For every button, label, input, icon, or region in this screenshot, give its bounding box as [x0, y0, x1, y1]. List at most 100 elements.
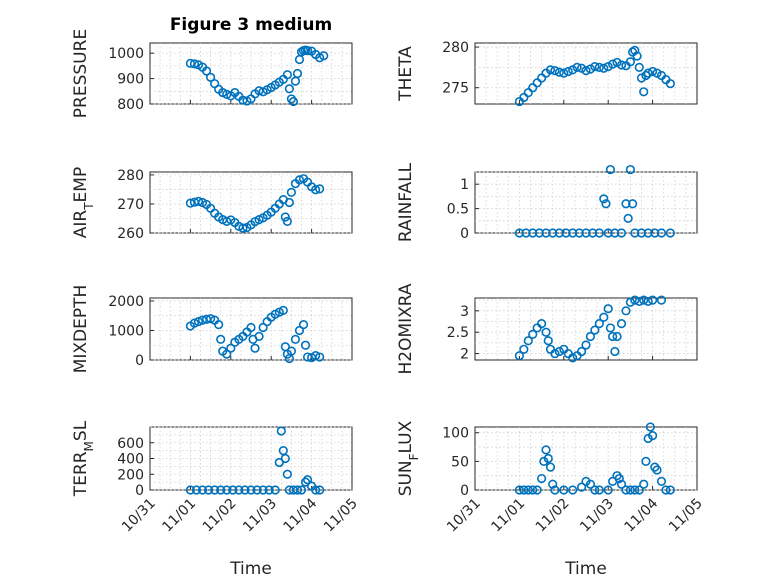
data-series: [514, 45, 675, 107]
data-point: [612, 57, 622, 68]
data-point: [643, 228, 653, 238]
data-point: [252, 485, 262, 495]
data-point: [284, 197, 294, 208]
x-tick-label: 10/31: [444, 496, 484, 536]
y-axis-label: H2OMIXRA: [396, 283, 416, 374]
y-tick-label: 0: [460, 226, 469, 242]
y-tick-label: 2.5: [447, 325, 469, 341]
data-point: [599, 312, 609, 322]
data-point: [292, 485, 303, 495]
data-series: [185, 174, 325, 233]
data-point: [647, 295, 658, 305]
data-point: [528, 485, 538, 495]
y-tick-label: 1000: [108, 323, 144, 339]
data-point: [614, 473, 624, 484]
data-point: [250, 343, 260, 353]
data-point: [594, 228, 604, 238]
data-point: [647, 66, 658, 77]
data-point: [568, 353, 578, 363]
data-point: [514, 485, 525, 495]
data-point: [623, 213, 633, 223]
data-point: [630, 485, 640, 495]
y-tick-label: 270: [117, 197, 144, 213]
y-tick-label: 0: [135, 353, 144, 369]
data-point: [254, 331, 264, 341]
data-point: [311, 185, 321, 195]
figure-title: Figure 3 medium: [170, 15, 332, 35]
data-point: [581, 340, 591, 350]
data-series: [514, 164, 675, 238]
data-point: [585, 64, 596, 74]
data-point: [594, 62, 604, 73]
data-point: [203, 485, 214, 495]
data-point: [270, 485, 280, 495]
x-tick-label: 11/01: [488, 496, 528, 536]
data-point: [302, 475, 313, 485]
x-tick-label: 11/04: [281, 495, 321, 535]
data-point: [238, 223, 248, 233]
y-tick-label: 0: [135, 483, 144, 499]
x-tick-label: 11/04: [622, 495, 662, 535]
data-point: [523, 485, 533, 495]
data-point: [634, 485, 644, 495]
data-point: [193, 317, 204, 327]
y-tick-label: 200: [117, 467, 144, 483]
data-point: [514, 351, 525, 361]
data-point: [599, 63, 609, 73]
data-point: [594, 485, 604, 495]
data-point: [625, 57, 636, 67]
y-tick-label: 800: [117, 97, 144, 113]
data-point: [216, 334, 226, 344]
y-tick-label: 1000: [108, 46, 144, 62]
data-point: [559, 68, 569, 78]
data-point: [554, 67, 564, 77]
data-point: [603, 61, 613, 72]
data-point: [319, 51, 329, 61]
data-series: [185, 426, 325, 495]
data-point: [189, 318, 200, 328]
data-point: [639, 295, 649, 305]
data-point: [601, 199, 611, 209]
data-point: [588, 228, 598, 238]
data-point: [585, 331, 596, 342]
data-point: [636, 228, 647, 238]
subplot-pressure: 800 900 1000 PRESSURE: [71, 29, 353, 118]
data-point: [550, 348, 560, 359]
data-point: [210, 485, 220, 495]
y-tick-label: 100: [442, 426, 469, 442]
data-point: [652, 68, 662, 78]
data-series: [514, 422, 675, 495]
data-point: [302, 46, 313, 56]
data-point: [185, 485, 195, 495]
data-point: [630, 228, 640, 238]
data-point: [514, 228, 525, 238]
data-point: [311, 485, 321, 495]
y-tick-label: 2000: [108, 294, 144, 310]
data-point: [214, 319, 224, 330]
data-point: [656, 476, 667, 487]
data-point: [561, 228, 571, 238]
y-tick-label: 900: [117, 72, 144, 88]
grid-lines: [150, 43, 352, 105]
data-point: [234, 485, 244, 495]
data-point: [605, 164, 616, 175]
data-point: [650, 228, 660, 238]
data-point: [599, 194, 609, 204]
data-point: [276, 426, 286, 436]
data-point: [311, 350, 321, 361]
data-point: [280, 453, 290, 464]
data-point: [568, 485, 578, 495]
data-point: [665, 485, 675, 495]
data-point: [641, 70, 651, 81]
data-point: [603, 228, 613, 238]
data-series: [185, 305, 325, 364]
data-point: [298, 319, 309, 330]
data-point: [608, 331, 618, 342]
data-point: [197, 485, 208, 495]
data-point: [643, 296, 653, 307]
y-tick-label: 0: [460, 483, 469, 499]
data-point: [286, 346, 297, 356]
data-point: [278, 305, 288, 316]
